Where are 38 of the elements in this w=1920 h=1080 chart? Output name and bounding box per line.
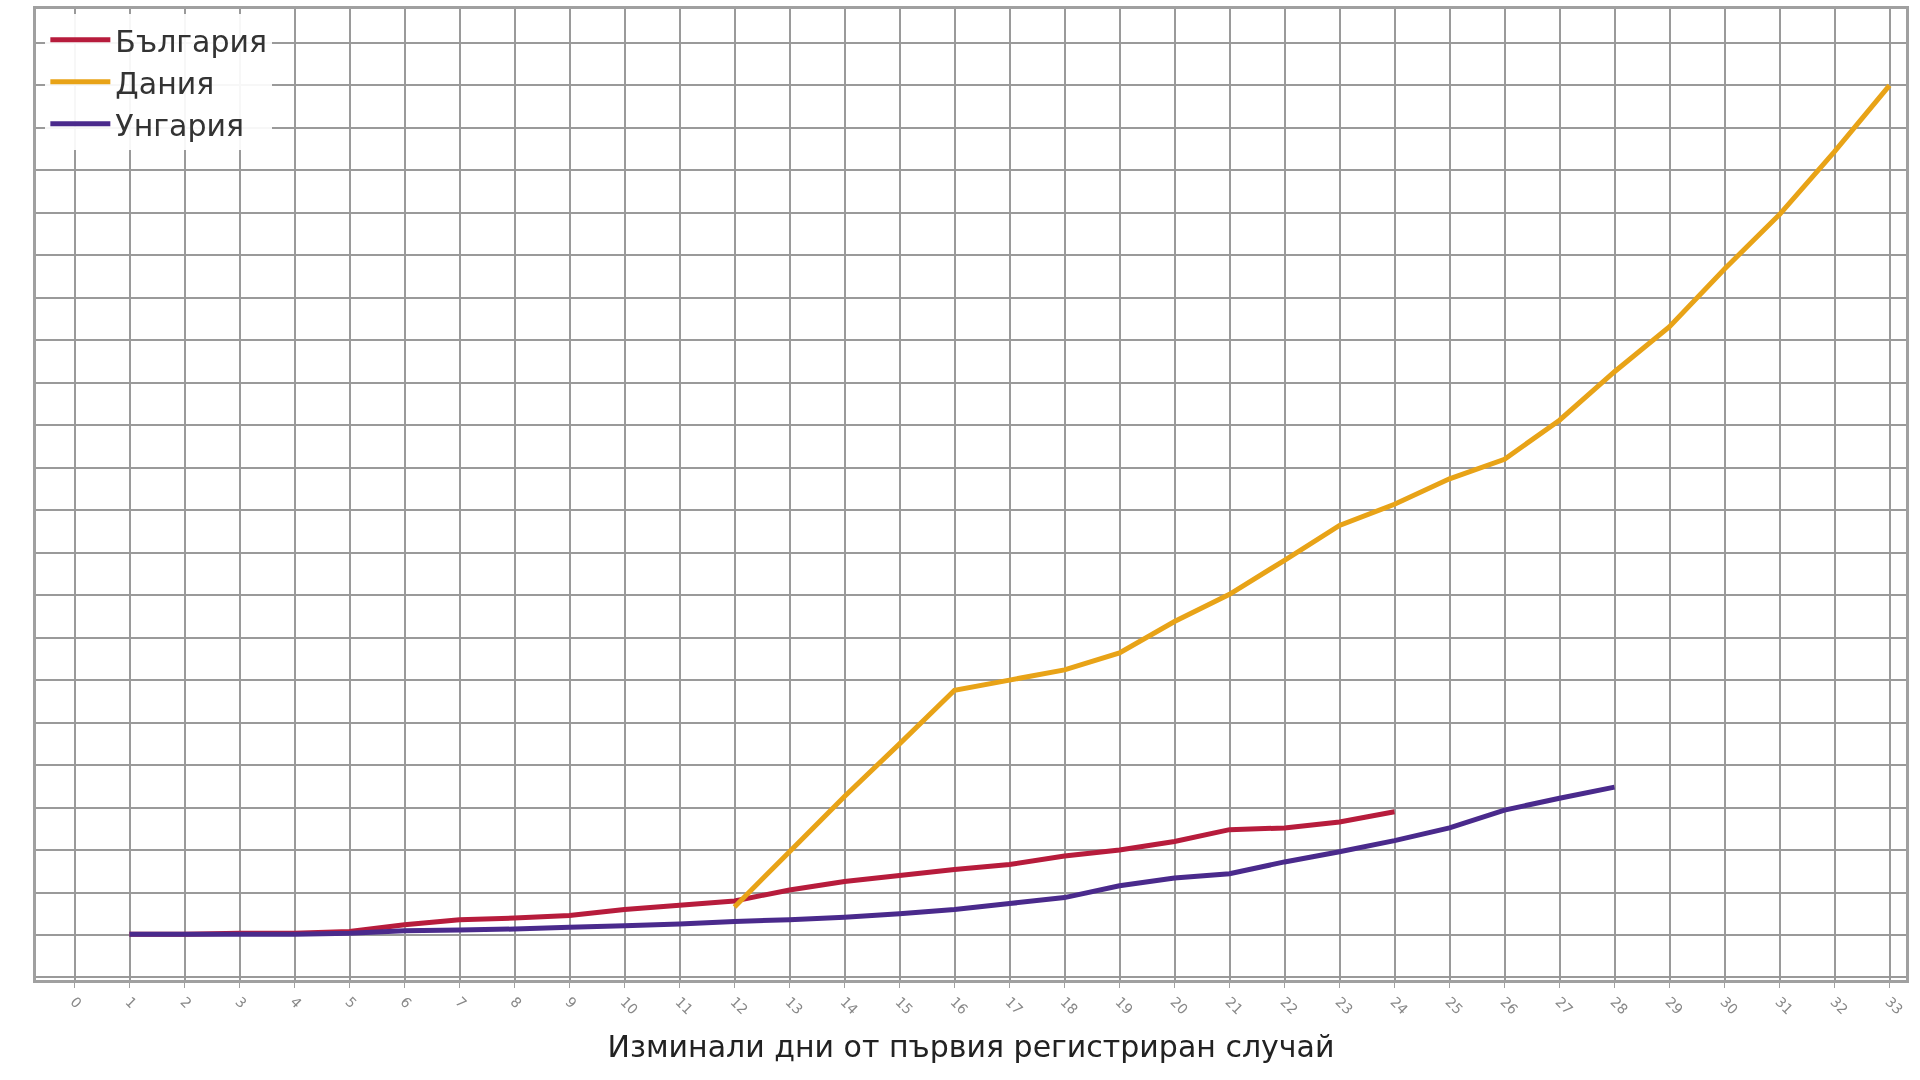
- legend-label: Унгария: [115, 107, 244, 143]
- x-tick-label: 9: [562, 993, 581, 1012]
- x-tick-label: 3: [232, 993, 251, 1012]
- x-tick-label: 8: [507, 993, 526, 1012]
- x-tick-label: 19: [1112, 993, 1137, 1018]
- x-tick-label: 29: [1662, 993, 1687, 1018]
- x-tick-label: 33: [1882, 993, 1907, 1018]
- x-tick-label: 17: [1002, 993, 1027, 1018]
- x-tick-label: 26: [1497, 993, 1522, 1018]
- legend-label: Дания: [115, 65, 215, 101]
- x-tick-label: 5: [342, 993, 361, 1012]
- x-tick-label: 20: [1167, 993, 1192, 1018]
- x-axis-title: Изминали дни от първия регистриран случай: [607, 1029, 1335, 1065]
- x-tick-label: 30: [1717, 993, 1742, 1018]
- x-tick-label: 12: [727, 993, 752, 1018]
- x-tick-label: 27: [1552, 993, 1577, 1018]
- x-tick-label: 16: [947, 993, 972, 1018]
- x-tick-label: 4: [287, 993, 306, 1012]
- x-tick-label: 10: [617, 993, 642, 1018]
- x-tick-label: 23: [1332, 993, 1357, 1018]
- x-tick-label: 0: [67, 993, 86, 1012]
- x-tick-label: 28: [1607, 993, 1632, 1018]
- x-tick-label: 25: [1442, 993, 1467, 1018]
- x-tick-label: 15: [892, 993, 917, 1018]
- x-tick-label: 14: [837, 993, 862, 1018]
- x-tick-label: 11: [672, 993, 697, 1018]
- x-tick-label: 31: [1772, 993, 1797, 1018]
- x-tick-label: 1: [122, 993, 141, 1012]
- x-tick-label: 21: [1222, 993, 1247, 1018]
- x-tick-label: 22: [1277, 993, 1302, 1018]
- x-tick-label: 7: [452, 993, 471, 1012]
- x-tick-label: 2: [177, 993, 196, 1012]
- x-tick-label: 6: [397, 993, 416, 1012]
- legend-label: България: [115, 23, 268, 59]
- x-tick-label: 32: [1827, 993, 1852, 1018]
- x-tick-label: 24: [1387, 993, 1412, 1018]
- x-tick-label: 18: [1057, 993, 1082, 1018]
- x-tick-label: 13: [782, 993, 807, 1018]
